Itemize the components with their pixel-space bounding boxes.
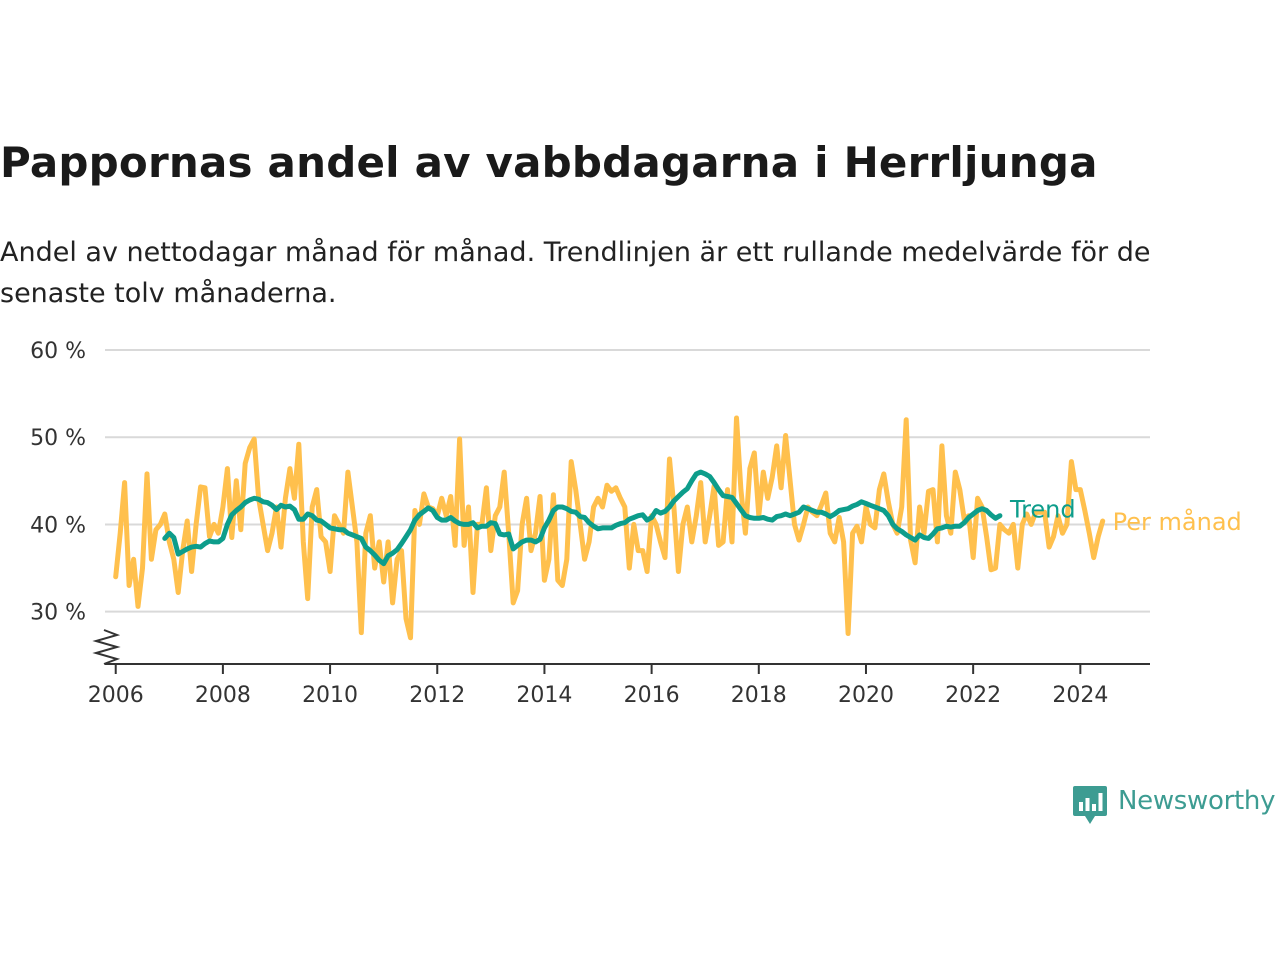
y-axis-ticks: 30 % 40 % 50 % 60 %	[30, 339, 86, 626]
axis-break-icon	[92, 629, 121, 665]
y-tick-label: 40 %	[30, 513, 86, 538]
y-tick-label: 60 %	[30, 339, 86, 364]
x-tick-label: 2024	[1052, 683, 1108, 708]
y-tick-label: 30 %	[30, 601, 86, 626]
series-label-trend: Trend	[1009, 496, 1076, 524]
x-tick-label: 2008	[195, 683, 251, 708]
x-tick-label: 2012	[409, 683, 465, 708]
series-line-trend	[162, 469, 1003, 567]
x-axis	[92, 629, 1150, 665]
chart-subtitle: Andel av nettodagar månad för månad. Tre…	[0, 237, 1151, 309]
brand-name: Newsworthy	[1118, 786, 1276, 816]
x-tick-label: 2018	[731, 683, 787, 708]
line-chart: 30 % 40 % 50 % 60 % 2006 2008 2010 2012 2014 201…	[30, 339, 1242, 708]
series-labels: Trend Per månad	[1009, 496, 1242, 536]
x-tick-label: 2022	[945, 683, 1001, 708]
bar-chart-speech-bubble-icon	[1073, 786, 1107, 824]
y-tick-label: 50 %	[30, 426, 86, 451]
newsworthy-logo: Newsworthy	[1072, 784, 1280, 828]
series-label-per-manad: Per månad	[1113, 507, 1242, 536]
gridlines	[105, 349, 1150, 613]
series-lines	[113, 415, 1106, 641]
x-tick-label: 2006	[88, 683, 144, 708]
x-tick-label: 2014	[516, 683, 572, 708]
x-axis-ticks: 2006 2008 2010 2012 2014 2016 2018 2020 2022 2024	[88, 664, 1108, 708]
chart-title: Pappornas andel av vabbdagarna i Herrlju…	[0, 138, 1098, 187]
series-line-per-manad	[113, 415, 1106, 641]
x-tick-label: 2016	[624, 683, 680, 708]
x-tick-label: 2010	[302, 683, 358, 708]
x-tick-label: 2020	[838, 683, 894, 708]
